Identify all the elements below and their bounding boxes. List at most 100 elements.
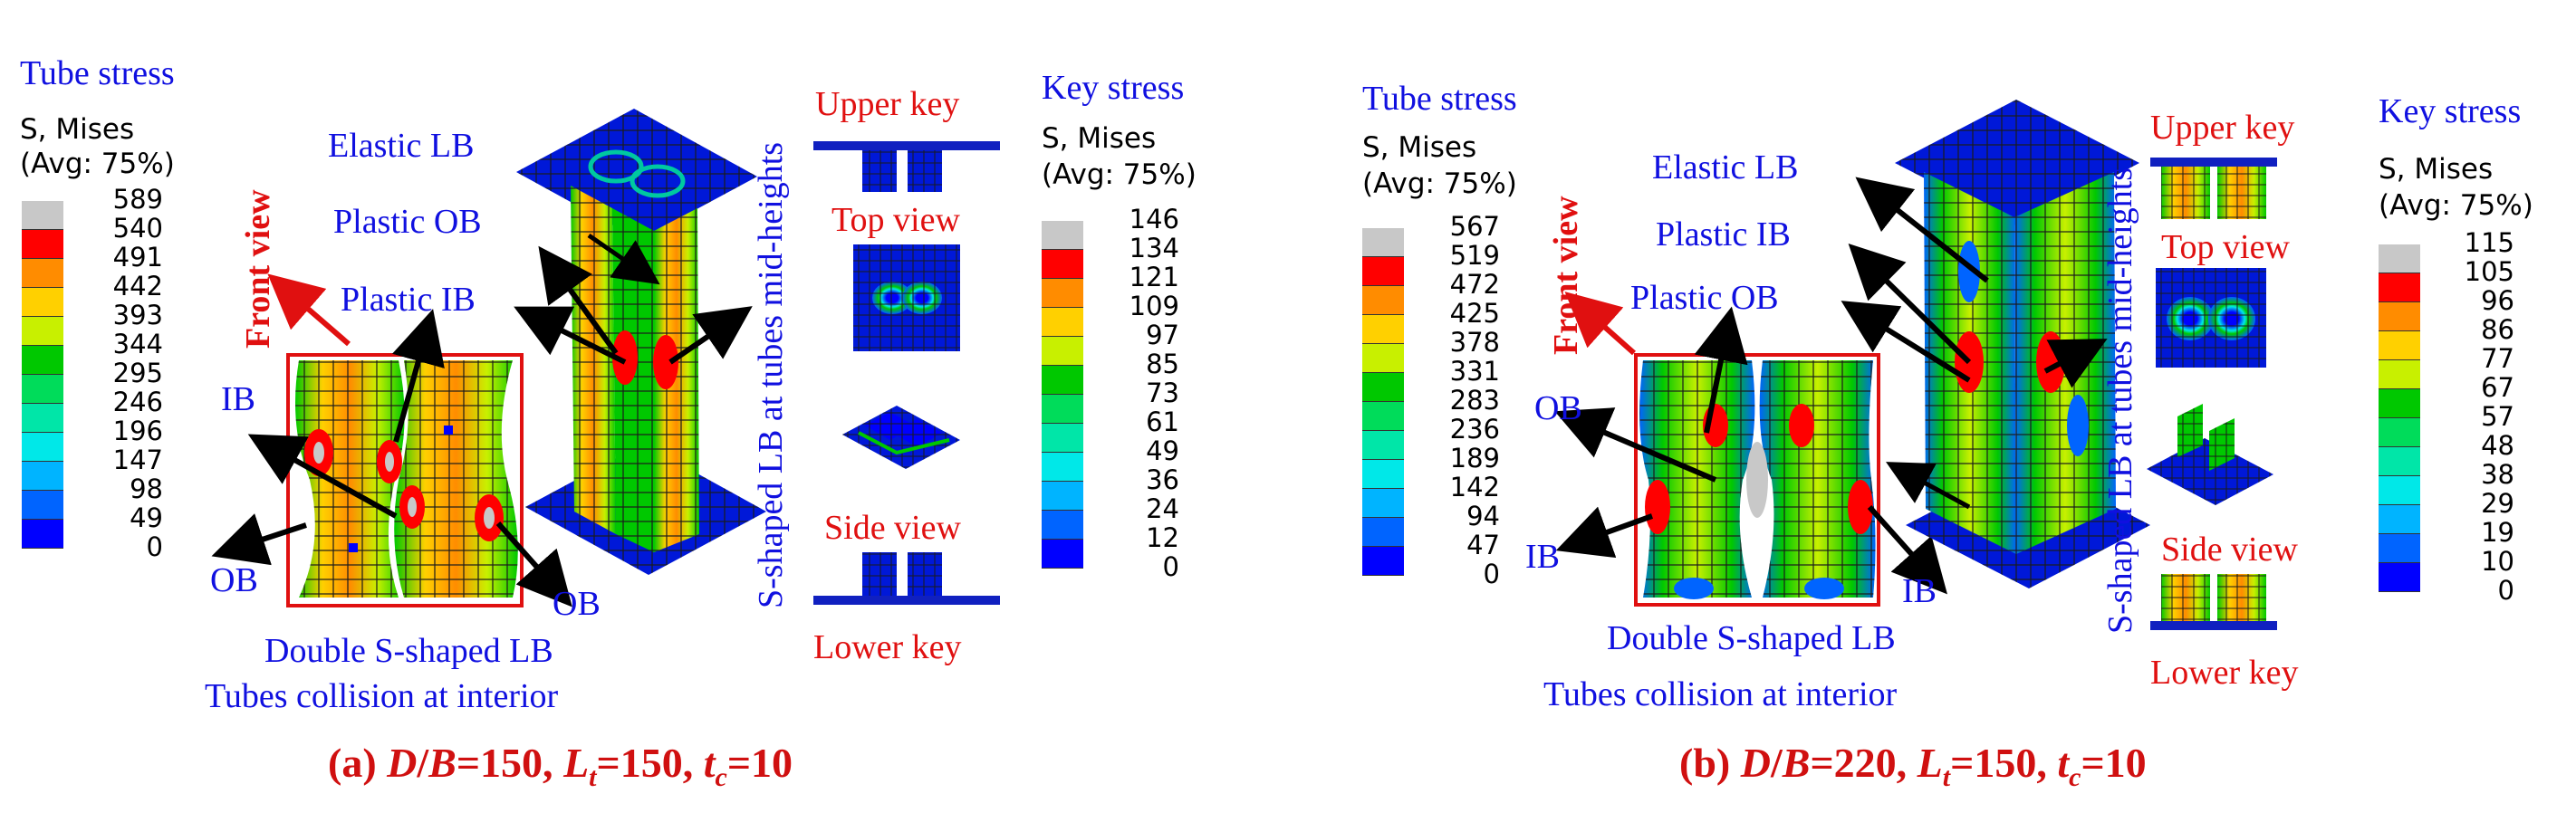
side-view-label: Side view (824, 509, 961, 547)
vertical-note: S-shaped LB at tubes mid-heights (752, 141, 790, 608)
caption-b-eq2: =150, (1950, 740, 2058, 786)
tick-label: 196 (112, 416, 163, 446)
tick-label: 146 (1129, 204, 1179, 234)
tick-label: 246 (112, 387, 163, 417)
vertical-note: S-shaped LB at tubes mid-heights (2101, 167, 2139, 634)
key-legend-s-label: S, Mises (1042, 122, 1157, 155)
caption-a-eq2: =150, (596, 740, 704, 786)
tick-label: 67 (2481, 372, 2514, 403)
tick-label: 97 (1146, 320, 1179, 350)
tick-label: 0 (2497, 575, 2514, 606)
tick-label: 98 (130, 473, 163, 504)
tick-label: 24 (1146, 493, 1179, 524)
key-legend-avg-label: (Avg: 75%) (1042, 158, 1197, 191)
tick-label: 10 (2481, 546, 2514, 577)
ob-label: OB (1534, 389, 1582, 427)
key-legend-title: Key stress (2379, 92, 2522, 130)
caption-a: (a) D/B=150, Lt=150, tc=10 (328, 742, 793, 791)
ib-left-label: IB (1525, 538, 1560, 576)
tube-legend-title: Tube stress (1362, 80, 1517, 118)
tick-label: 491 (112, 242, 163, 273)
caption-a-d: D (387, 740, 418, 786)
caption-a-tsub: c (715, 762, 727, 793)
elastic-lb-label: Elastic LB (328, 127, 475, 165)
panel-a: Tube stress S, Mises (Avg: 75%) 589 540 49… (20, 54, 1197, 791)
caption-a-eq1: =150, (456, 740, 564, 786)
plastic-ib-label: Plastic IB (341, 281, 476, 319)
upper-key-label: Upper key (2150, 109, 2295, 147)
key-color-scale (2379, 244, 2420, 592)
tick-label: 105 (2464, 256, 2514, 287)
collision-label: Tubes collision at interior (205, 677, 559, 715)
panel-b: Tube stress S, Mises (Avg: 75%) 567 519 47… (1335, 0, 2576, 813)
key-legend-avg-label: (Avg: 75%) (2379, 189, 2533, 222)
caption-a-b: B (428, 740, 457, 786)
caption-b-prefix: (b) (1679, 740, 1741, 786)
ib-label: IB (221, 380, 255, 418)
tick-label: 344 (112, 329, 163, 359)
tube-legend-title: Tube stress (20, 54, 175, 92)
caption-b-b: B (1782, 740, 1811, 786)
tick-label: 331 (1449, 356, 1500, 387)
caption-b-lsub: t (1942, 762, 1951, 793)
tick-label: 519 (1449, 240, 1500, 271)
upper-key-label: Upper key (815, 85, 960, 123)
caption-b-t: t (2057, 740, 2070, 786)
tube-legend-s-label: S, Mises (1362, 131, 1477, 164)
tick-label: 589 (112, 184, 163, 215)
tube-legend-avg-label: (Avg: 75%) (1362, 167, 1517, 200)
tick-label: 49 (130, 502, 163, 533)
tick-label: 283 (1449, 385, 1500, 416)
tick-label: 142 (1449, 472, 1500, 502)
caption-b-slash: / (1770, 740, 1783, 786)
elastic-lb-label: Elastic LB (1652, 148, 1799, 187)
double-s-label: Double S-shaped LB (264, 632, 553, 670)
tick-label: 189 (1449, 443, 1500, 473)
tick-label: 425 (1449, 298, 1500, 329)
tick-label: 86 (2481, 314, 2514, 345)
tick-label: 472 (1449, 269, 1500, 300)
tick-label: 540 (112, 213, 163, 244)
tick-label: 47 (1466, 530, 1500, 560)
tick-label: 57 (2481, 401, 2514, 432)
collision-label: Tubes collision at interior (1543, 675, 1898, 713)
tick-label: 12 (1146, 522, 1179, 553)
tube-color-scale (1362, 228, 1404, 576)
tube-legend-s-label: S, Mises (20, 113, 135, 146)
tick-label: 115 (2464, 227, 2514, 258)
tick-label: 85 (1146, 349, 1179, 379)
caption-b-l: L (1917, 740, 1943, 786)
tube-legend-avg-label: (Avg: 75%) (20, 148, 175, 180)
tick-label: 0 (146, 531, 163, 562)
tick-label: 77 (2481, 343, 2514, 374)
ob-right-label: OB (553, 585, 601, 623)
tube-color-scale (22, 201, 63, 549)
double-s-label: Double S-shaped LB (1607, 619, 1896, 657)
tick-label: 393 (112, 300, 163, 330)
lower-key-label: Lower key (813, 628, 962, 666)
tick-label: 567 (1449, 211, 1500, 242)
caption-a-lsub: t (589, 762, 597, 793)
tick-label: 147 (112, 445, 163, 475)
caption-b-tsub: c (2069, 762, 2081, 793)
side-view-label: Side view (2161, 531, 2298, 569)
tick-label: 0 (1162, 551, 1179, 582)
tick-label: 36 (1146, 464, 1179, 495)
key-legend-title: Key stress (1042, 69, 1185, 107)
tick-label: 121 (1129, 262, 1179, 292)
tick-label: 236 (1449, 414, 1500, 445)
tick-label: 442 (112, 271, 163, 301)
tick-label: 0 (1483, 559, 1500, 589)
tick-label: 29 (2481, 488, 2514, 519)
tick-label: 61 (1146, 406, 1179, 437)
caption-a-prefix: (a) (328, 740, 388, 786)
caption-a-slash: / (417, 740, 429, 786)
key-color-scale (1042, 221, 1083, 569)
panel-b-graphics (1554, 100, 2277, 630)
panel-a-graphics (211, 109, 1000, 607)
tick-label: 73 (1146, 378, 1179, 408)
plastic-ob-label: Plastic OB (1630, 279, 1779, 317)
tick-label: 96 (2481, 285, 2514, 316)
caption-a-l: L (563, 740, 590, 786)
